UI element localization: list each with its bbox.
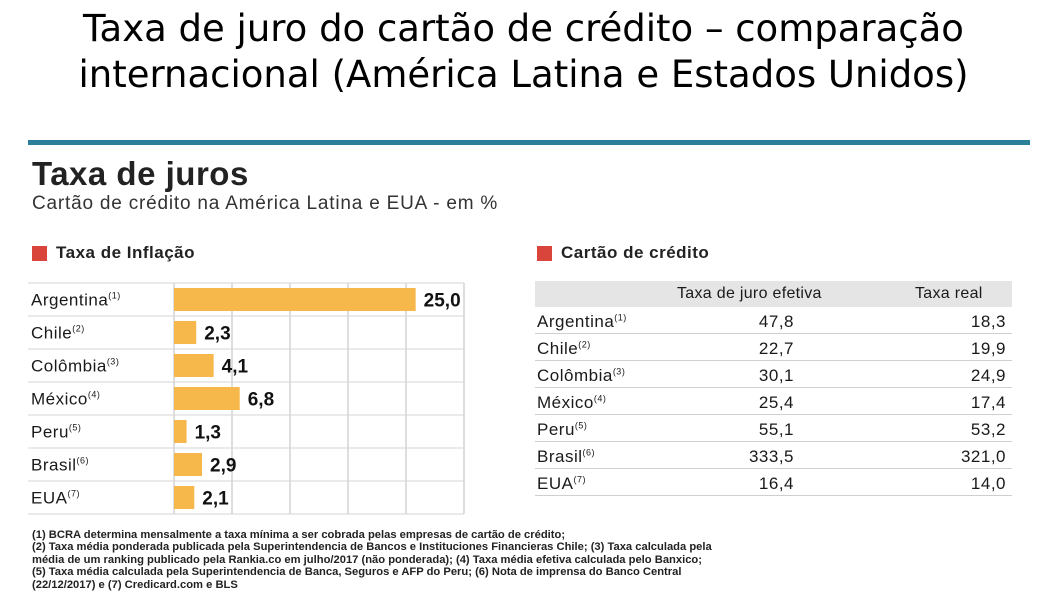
category-note: (1) [108, 291, 121, 301]
bar [174, 354, 214, 377]
country-cell: Brasil(6) [537, 447, 596, 466]
infographic-title: Taxa de juros [32, 155, 249, 192]
category-label: Colômbia(3) [31, 357, 119, 376]
inflation-section-heading: Taxa de Inflação [32, 243, 195, 263]
category-label: EUA(7) [31, 489, 80, 508]
red-square-icon [537, 245, 552, 261]
bar [174, 486, 195, 509]
slide-title-line-2: internacional (América Latina e Estados … [78, 53, 969, 96]
bar [174, 420, 187, 443]
credit-card-rate-table: Taxa de juro efetiva Taxa real Argentina… [535, 281, 1012, 496]
column-header-real-rate: Taxa real [915, 285, 983, 302]
table-row: Argentina(1) 47,8 18,3 [535, 307, 1012, 334]
effective-rate-cell: 47,8 [758, 312, 794, 331]
footnote-line: (5) Taxa média calculada pela Superinten… [32, 566, 682, 579]
real-rate-cell: 53,2 [970, 420, 1006, 439]
country-cell: México(4) [537, 393, 607, 412]
table-row: Peru(5) 55,1 53,2 [535, 415, 1012, 442]
credit-card-section-label: Cartão de crédito [561, 243, 710, 262]
country-note: (5) [574, 420, 588, 431]
credit-card-section-heading: Cartão de crédito [537, 243, 709, 263]
country-cell: Colômbia(3) [537, 366, 626, 385]
bar [174, 387, 240, 410]
inflation-bar-chart: Argentina(1) 25,0 Chile(2) 2,3 Colômbia(3) 4,… [28, 282, 465, 515]
value-label: 1,3 [195, 423, 221, 444]
country-note: (3) [612, 366, 626, 377]
real-rate-cell: 18,3 [970, 312, 1006, 331]
footnote-line: (2) Taxa média ponderada publicada pela … [32, 541, 712, 554]
country-cell: Peru(5) [537, 420, 588, 439]
category-label: Argentina(1) [31, 291, 121, 310]
bar [174, 453, 203, 476]
bar [174, 288, 416, 311]
footnote-line: (22/12/2017) e (7) Credicard.com e BLS [32, 578, 238, 591]
slide-title-line-1: Taxa de juro do cartão de crédito – comp… [83, 7, 964, 50]
category-label: Peru(5) [31, 423, 81, 442]
footnote-line: média de um ranking publicado pela Ranki… [32, 553, 702, 566]
real-rate-cell: 19,9 [970, 339, 1006, 358]
real-rate-cell: 24,9 [970, 366, 1006, 385]
slide-title: Taxa de juro do cartão de crédito – comp… [0, 6, 1047, 98]
category-label: México(4) [31, 390, 100, 409]
red-square-icon [32, 245, 47, 261]
effective-rate-cell: 25,4 [758, 393, 794, 412]
category-note: (4) [88, 390, 101, 400]
category-label: Chile(2) [31, 324, 85, 343]
infographic-panel: Taxa de juros Cartão de crédito na Améri… [28, 140, 1030, 597]
country-note: (4) [593, 393, 607, 404]
country-note: (2) [578, 339, 591, 350]
inflation-section-label: Taxa de Inflação [56, 243, 196, 262]
footnotes: (1) BCRA determina mensalmente a taxa mí… [32, 529, 1028, 591]
table-row: Chile(2) 22,7 19,9 [535, 334, 1012, 361]
effective-rate-cell: 30,1 [758, 366, 794, 385]
value-label: 2,3 [204, 324, 230, 345]
category-note: (6) [77, 456, 90, 466]
country-cell: Chile(2) [537, 339, 591, 358]
effective-rate-cell: 22,7 [758, 339, 794, 358]
real-rate-cell: 17,4 [970, 393, 1006, 412]
value-label: 4,1 [222, 357, 249, 378]
value-label: 2,1 [202, 489, 229, 510]
category-note: (3) [107, 357, 120, 367]
value-label: 2,9 [210, 456, 236, 477]
infographic-subtitle: Cartão de crédito na América Latina e EU… [32, 193, 499, 214]
country-cell: Argentina(1) [537, 312, 627, 331]
table-row: EUA(7) 16,4 14,0 [535, 469, 1012, 496]
table-row: México(4) 25,4 17,4 [535, 388, 1012, 415]
real-rate-cell: 14,0 [970, 474, 1006, 493]
column-header-effective-rate: Taxa de juro efetiva [677, 285, 822, 302]
country-cell: EUA(7) [537, 474, 586, 493]
effective-rate-cell: 16,4 [758, 474, 794, 493]
category-note: (7) [67, 489, 80, 499]
category-note: (2) [72, 324, 85, 334]
country-note: (7) [573, 474, 586, 485]
table-header: Taxa de juro efetiva Taxa real [535, 281, 1012, 307]
real-rate-cell: 321,0 [960, 447, 1006, 466]
category-label: Brasil(6) [31, 456, 89, 475]
effective-rate-cell: 55,1 [758, 420, 794, 439]
country-note: (1) [614, 312, 627, 323]
table-row: Colômbia(3) 30,1 24,9 [535, 361, 1012, 388]
effective-rate-cell: 333,5 [748, 447, 794, 466]
category-note: (5) [69, 423, 82, 433]
country-note: (6) [582, 447, 596, 458]
value-label: 6,8 [248, 390, 274, 411]
table-body: Argentina(1) 47,8 18,3 Chile(2) 22,7 19,9 Colô… [535, 307, 1012, 496]
footnote-line: (1) BCRA determina mensalmente a taxa mí… [32, 529, 566, 541]
table-row: Brasil(6) 333,5 321,0 [535, 442, 1012, 469]
value-label: 25,0 [424, 291, 461, 312]
bar [174, 321, 197, 344]
